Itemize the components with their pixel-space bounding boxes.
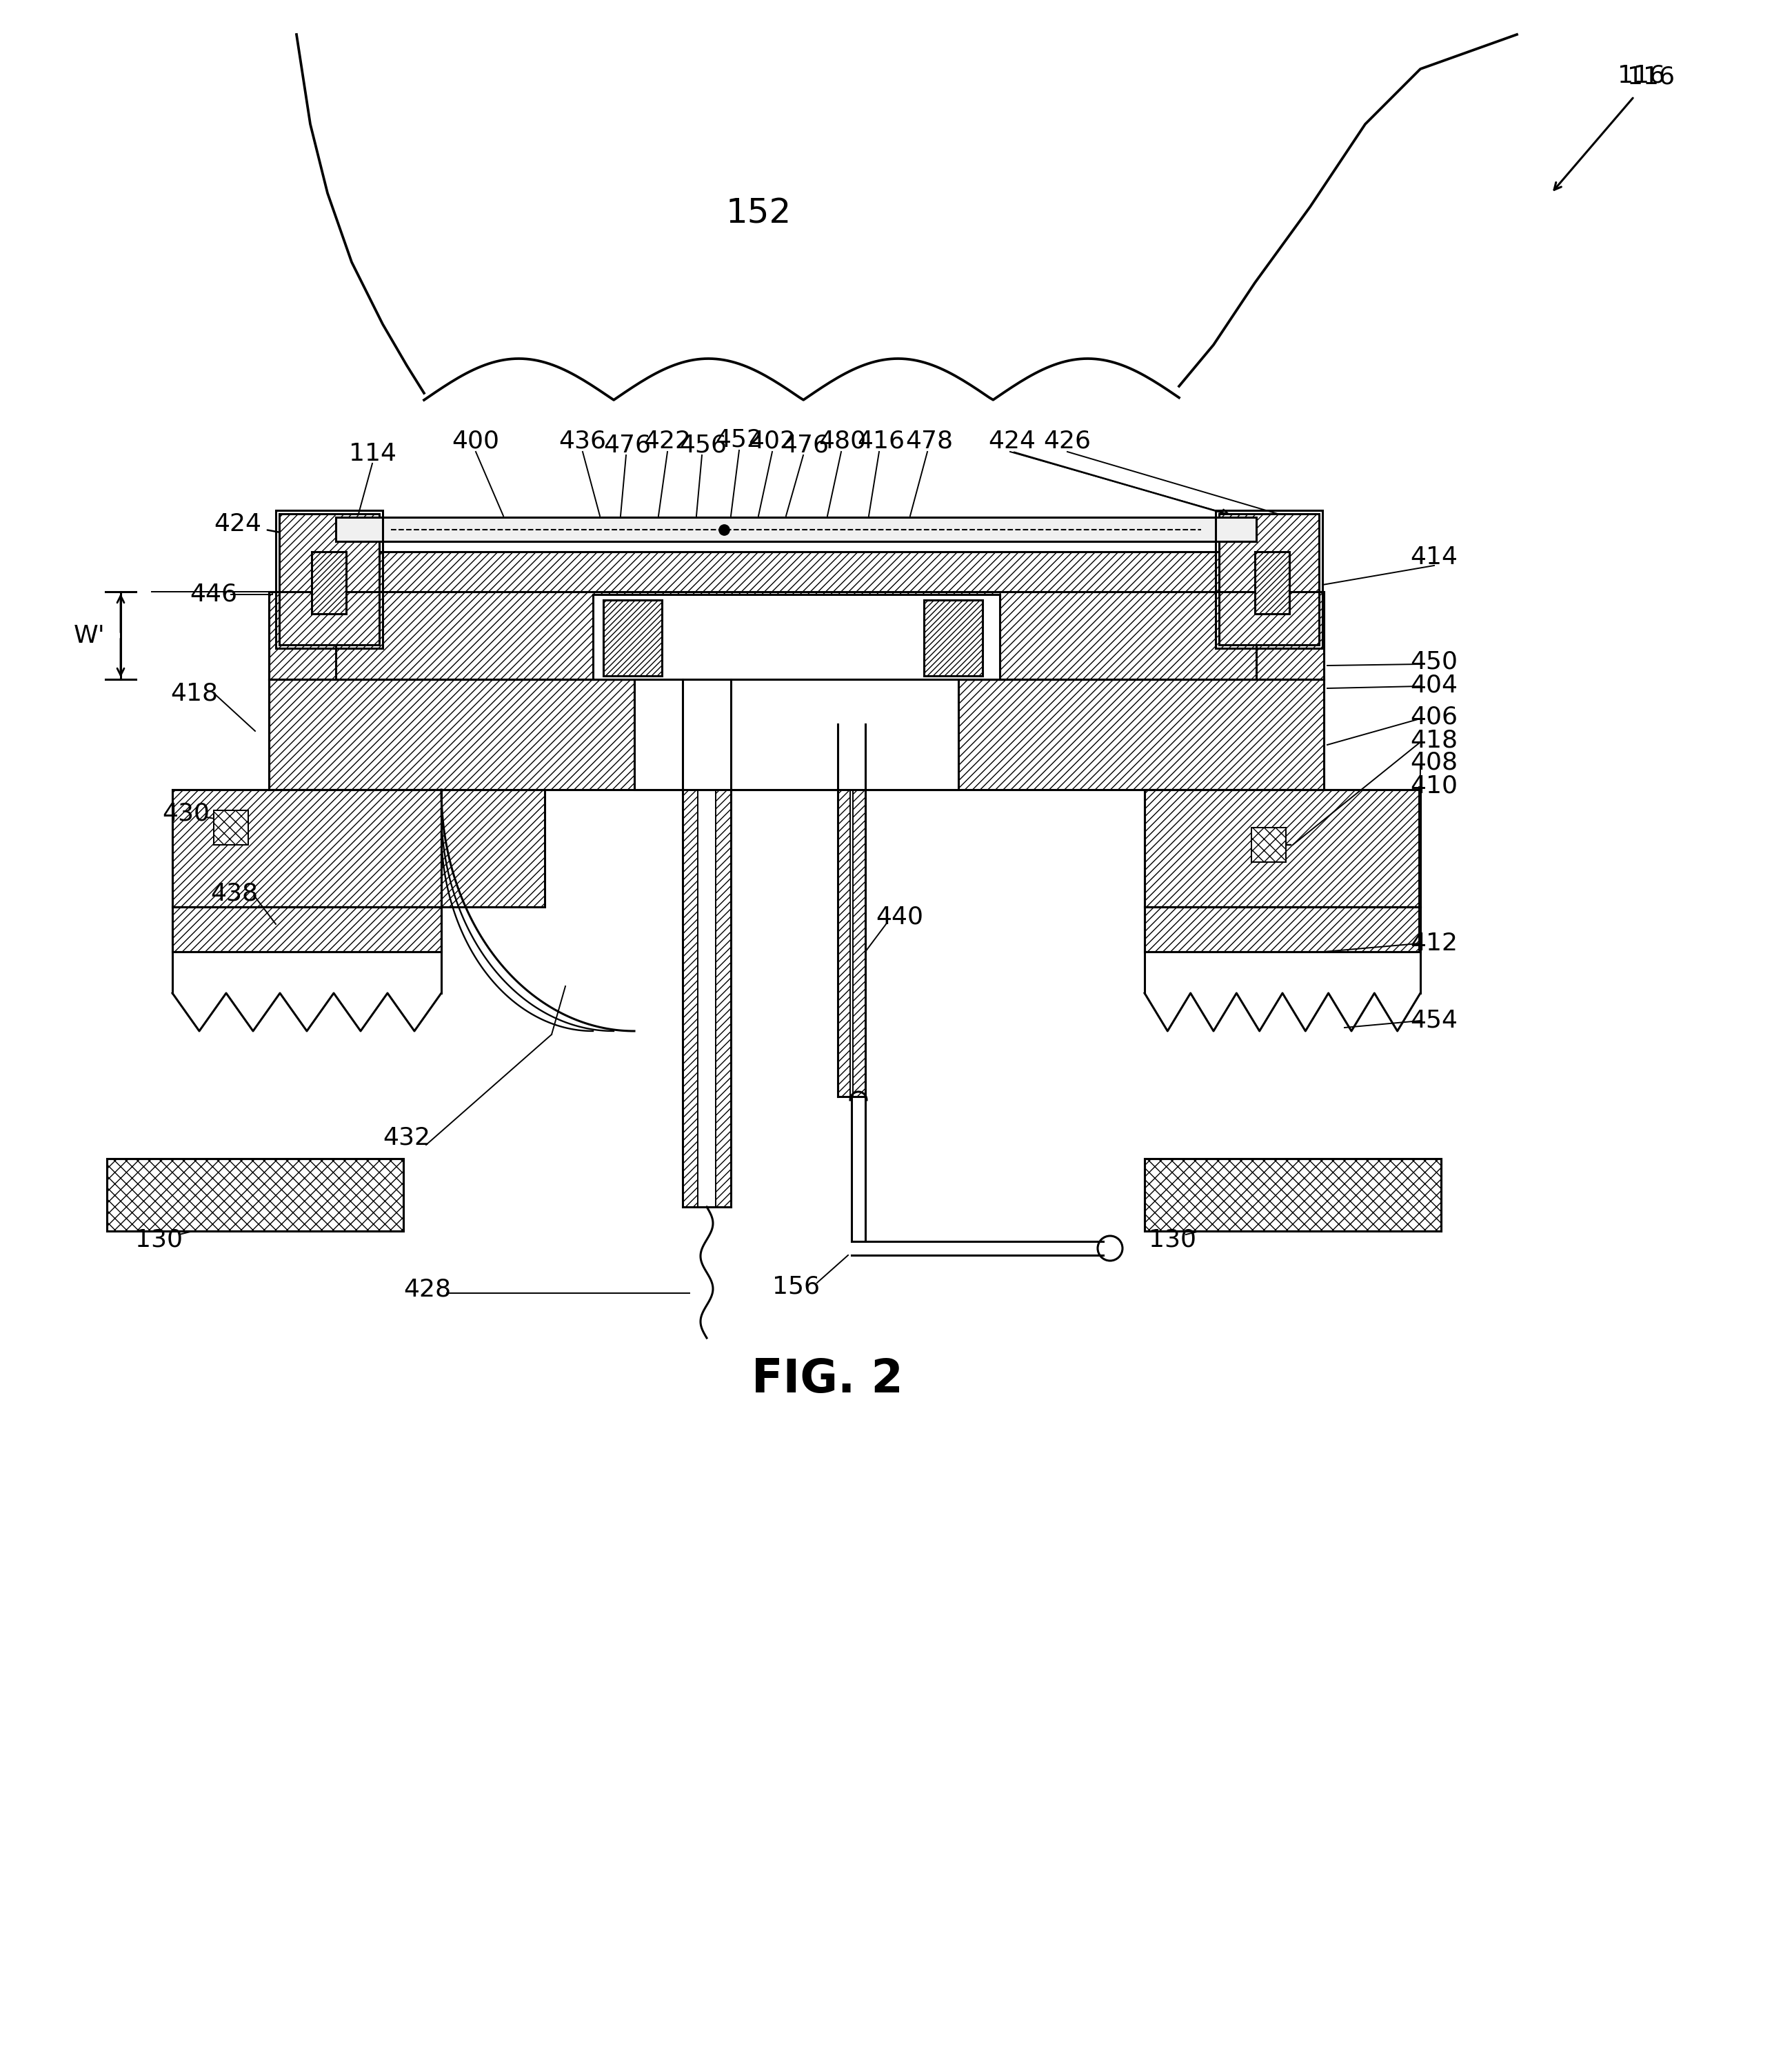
Bar bbox=[172, 789, 441, 908]
Bar bbox=[312, 551, 346, 615]
Text: 418: 418 bbox=[170, 682, 219, 705]
Bar bbox=[925, 600, 982, 676]
Text: 408: 408 bbox=[1410, 752, 1459, 775]
Text: 412: 412 bbox=[1410, 932, 1459, 955]
Text: 152: 152 bbox=[726, 197, 792, 229]
Bar bbox=[1215, 510, 1322, 647]
Bar bbox=[1254, 551, 1290, 615]
Bar bbox=[1145, 1158, 1441, 1231]
Text: 114: 114 bbox=[348, 443, 396, 465]
Text: 428: 428 bbox=[403, 1279, 452, 1301]
Bar bbox=[335, 551, 1256, 680]
Bar bbox=[312, 551, 346, 615]
Text: 424: 424 bbox=[213, 512, 262, 537]
Bar bbox=[1145, 789, 1421, 908]
Bar bbox=[1251, 828, 1287, 863]
Text: 414: 414 bbox=[1410, 545, 1459, 570]
Text: 454: 454 bbox=[1410, 1008, 1459, 1033]
Bar bbox=[213, 809, 249, 844]
Bar bbox=[1145, 789, 1421, 908]
Bar bbox=[634, 680, 959, 789]
Text: 130: 130 bbox=[1149, 1227, 1195, 1252]
Text: FIG. 2: FIG. 2 bbox=[751, 1356, 903, 1402]
Text: 422: 422 bbox=[643, 430, 692, 453]
Bar bbox=[269, 680, 1324, 789]
Text: 404: 404 bbox=[1410, 674, 1459, 697]
Text: 424: 424 bbox=[989, 430, 1036, 453]
Bar bbox=[276, 510, 383, 647]
Bar bbox=[172, 908, 441, 951]
Text: 426: 426 bbox=[1043, 430, 1091, 453]
Bar bbox=[172, 908, 441, 951]
Bar bbox=[715, 680, 731, 1207]
Text: 476: 476 bbox=[604, 432, 650, 457]
Bar bbox=[683, 680, 697, 1207]
Bar bbox=[837, 723, 849, 1096]
Text: 438: 438 bbox=[211, 881, 258, 906]
Text: 406: 406 bbox=[1410, 705, 1459, 729]
Bar bbox=[925, 600, 982, 676]
Text: 478: 478 bbox=[905, 430, 953, 453]
Bar bbox=[172, 789, 441, 908]
Bar bbox=[335, 516, 1256, 541]
Text: 446: 446 bbox=[190, 582, 238, 607]
Bar bbox=[269, 789, 545, 908]
Text: 476: 476 bbox=[781, 432, 830, 457]
Bar bbox=[593, 594, 1000, 680]
Text: W': W' bbox=[73, 625, 106, 647]
Text: 116: 116 bbox=[1616, 64, 1665, 88]
Bar bbox=[280, 514, 380, 645]
Bar bbox=[1145, 908, 1421, 951]
Bar bbox=[108, 1158, 403, 1231]
Text: 416: 416 bbox=[857, 430, 905, 453]
Text: 410: 410 bbox=[1410, 775, 1459, 797]
Bar bbox=[269, 680, 1324, 789]
Text: 480: 480 bbox=[819, 430, 866, 453]
Bar bbox=[1254, 551, 1290, 615]
Bar bbox=[853, 723, 866, 1096]
Bar bbox=[1251, 828, 1287, 863]
Text: 402: 402 bbox=[749, 430, 796, 453]
Bar bbox=[604, 600, 661, 676]
Text: 448: 448 bbox=[754, 723, 803, 746]
Text: 116: 116 bbox=[1627, 66, 1676, 88]
Text: 432: 432 bbox=[383, 1127, 430, 1149]
Text: 130: 130 bbox=[134, 1227, 183, 1252]
Bar bbox=[108, 1158, 403, 1231]
Text: 436: 436 bbox=[559, 430, 606, 453]
Text: 452: 452 bbox=[715, 428, 763, 451]
Bar bbox=[1145, 1158, 1441, 1231]
Bar bbox=[604, 600, 661, 676]
Bar bbox=[213, 809, 249, 844]
Text: 450: 450 bbox=[1410, 650, 1459, 674]
Text: 440: 440 bbox=[876, 906, 923, 928]
Text: 418: 418 bbox=[1410, 727, 1459, 752]
Bar bbox=[1145, 908, 1421, 951]
Text: 400: 400 bbox=[452, 430, 500, 453]
Bar bbox=[269, 592, 1324, 680]
Text: 156: 156 bbox=[772, 1274, 821, 1297]
Bar bbox=[269, 592, 1324, 680]
Text: 456: 456 bbox=[679, 432, 728, 457]
Text: 430: 430 bbox=[163, 801, 210, 826]
Text: 420: 420 bbox=[756, 688, 803, 711]
Bar bbox=[1219, 514, 1319, 645]
